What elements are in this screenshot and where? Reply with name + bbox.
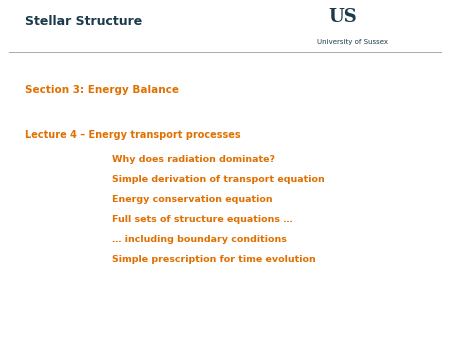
Text: Simple derivation of transport equation: Simple derivation of transport equation [112,175,325,184]
Text: Stellar Structure: Stellar Structure [25,15,142,28]
Text: Section 3: Energy Balance: Section 3: Energy Balance [25,85,179,95]
Text: Lecture 4 – Energy transport processes: Lecture 4 – Energy transport processes [25,130,240,140]
Text: US: US [328,8,357,26]
Text: Simple prescription for time evolution: Simple prescription for time evolution [112,255,316,264]
Text: University of Sussex: University of Sussex [317,39,388,45]
Text: … including boundary conditions: … including boundary conditions [112,235,288,244]
Text: Energy conservation equation: Energy conservation equation [112,195,273,204]
Text: Why does radiation dominate?: Why does radiation dominate? [112,155,275,164]
Text: Full sets of structure equations …: Full sets of structure equations … [112,215,293,224]
